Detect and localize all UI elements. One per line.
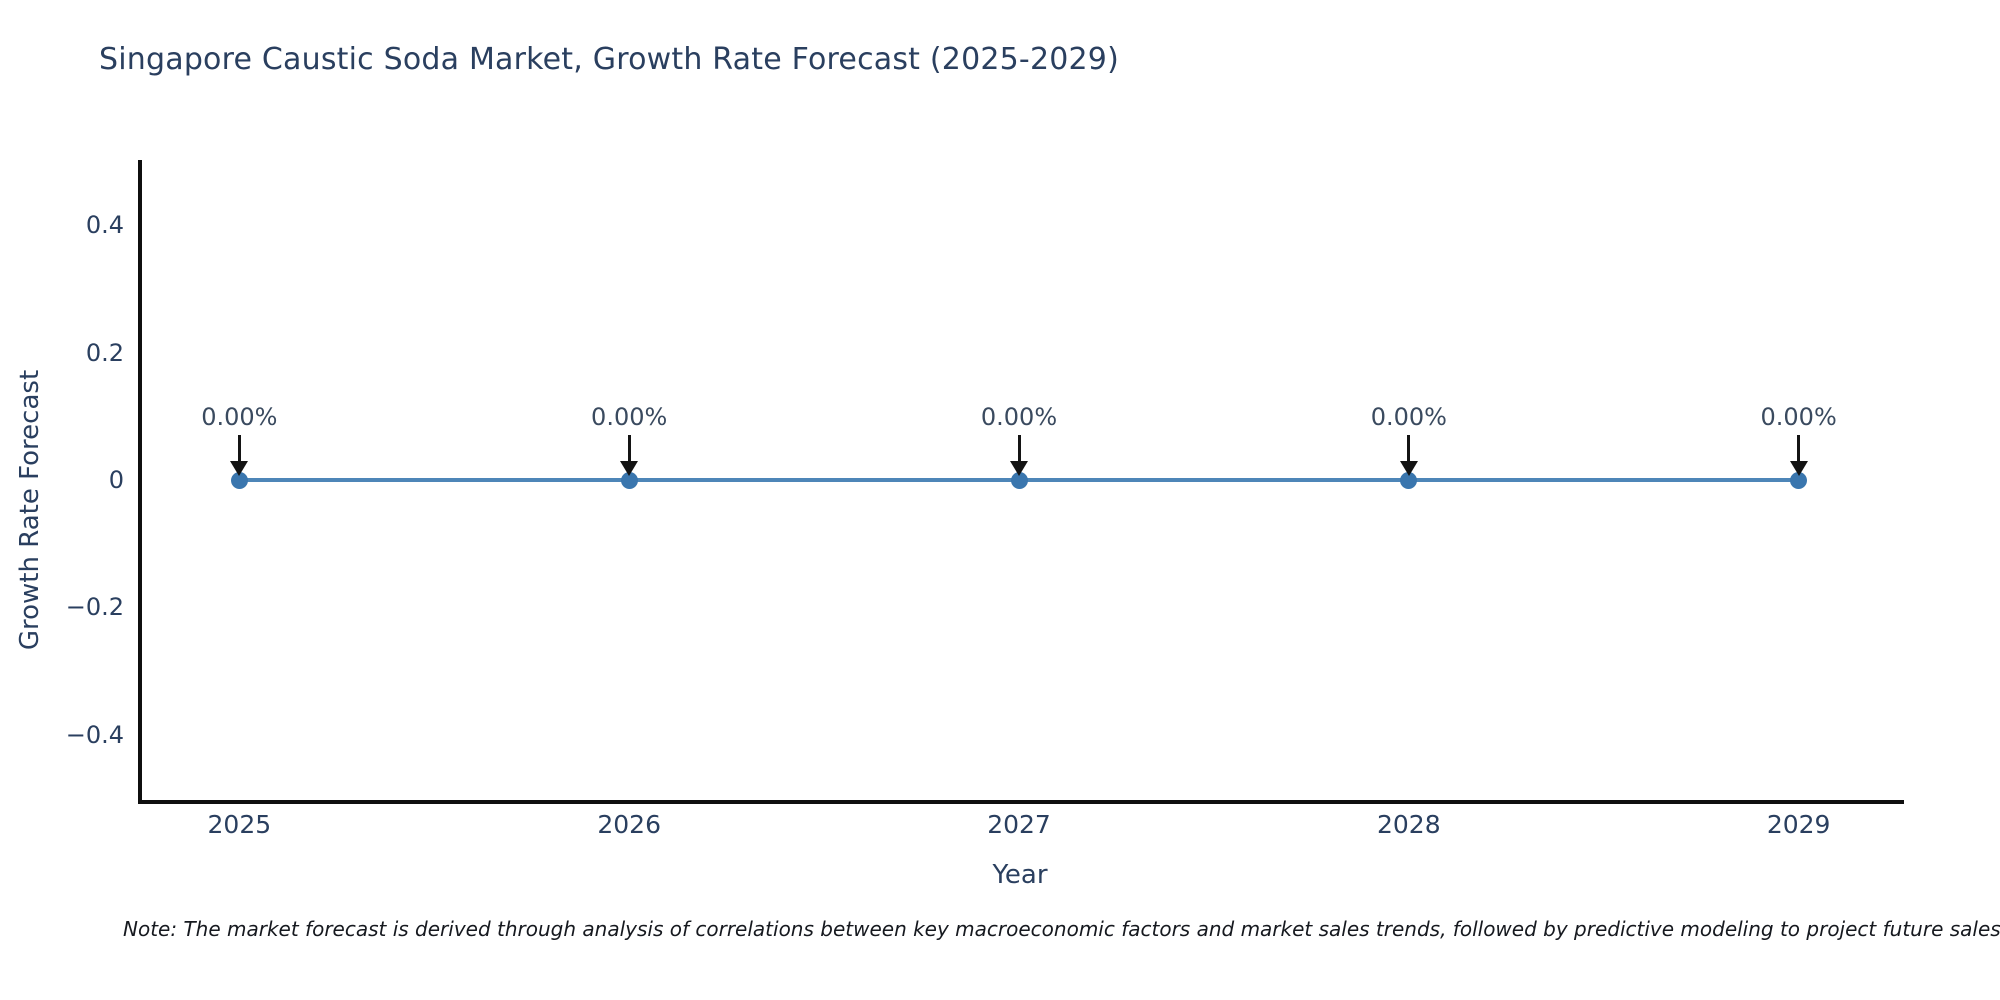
x-tick-label: 2025	[207, 810, 272, 839]
plot-area	[138, 160, 1904, 804]
annotation-arrowhead-icon	[230, 461, 249, 476]
x-tick-label: 2027	[987, 810, 1051, 839]
y-tick-label: 0	[108, 466, 124, 494]
annotation-arrowhead-icon	[1399, 461, 1418, 476]
y-tick-label: −0.2	[65, 593, 124, 622]
annotation-arrowhead-icon	[1010, 461, 1028, 476]
point-value-label: 0.00%	[980, 403, 1058, 431]
annotation-arrow-shaft	[237, 435, 241, 463]
chart-title: Singapore Caustic Soda Market, Growth Ra…	[99, 42, 1120, 77]
footnote-text: Note: The market forecast is derived thr…	[123, 917, 2000, 941]
point-value-label: 0.00%	[1370, 403, 1447, 431]
point-value-label: 0.00%	[201, 403, 278, 431]
y-axis-title-text: Growth Rate Forecast	[15, 369, 45, 651]
annotation-arrow-shaft	[627, 435, 631, 463]
annotation-arrowhead-icon	[620, 461, 639, 476]
annotation-arrow-shaft	[1797, 435, 1801, 463]
y-tick-label: 0.4	[85, 211, 124, 240]
annotation-arrow-shaft	[1407, 435, 1411, 463]
x-tick-label: 2026	[597, 810, 661, 839]
point-value-label: 0.00%	[1760, 403, 1837, 431]
point-value-label: 0.00%	[591, 403, 668, 431]
x-tick-label: 2028	[1377, 810, 1441, 839]
y-tick-label: −0.4	[65, 720, 124, 749]
x-tick-label: 2029	[1766, 810, 1831, 839]
y-tick-label: 0.2	[85, 338, 124, 367]
x-axis-title: Year	[992, 860, 1048, 890]
annotation-arrowhead-icon	[1789, 461, 1808, 476]
annotation-arrow-shaft	[1017, 435, 1021, 463]
